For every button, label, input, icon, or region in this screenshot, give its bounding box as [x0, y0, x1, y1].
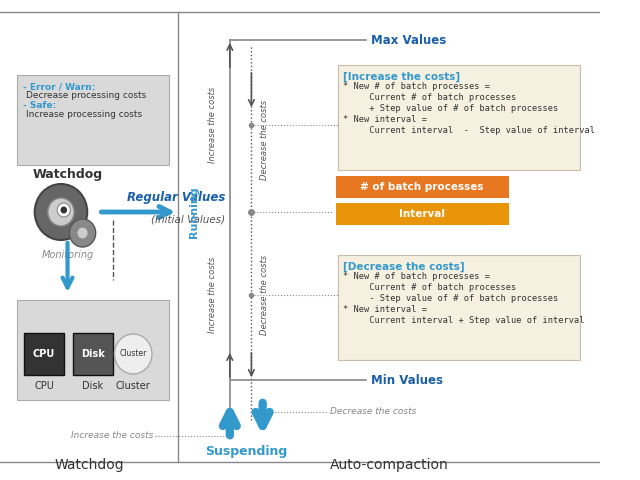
Text: Watchdog: Watchdog	[33, 168, 102, 181]
Text: Disk: Disk	[83, 381, 104, 391]
Text: - Safe:: - Safe:	[22, 101, 56, 110]
Text: (Initial Values): (Initial Values)	[151, 214, 225, 224]
Bar	[336, 203, 509, 225]
Text: Current interval + Step value of interval: Current interval + Step value of interva…	[343, 316, 585, 325]
Text: Suspending: Suspending	[205, 445, 287, 458]
Text: Increase the costs: Increase the costs	[209, 257, 218, 333]
Text: Max Values: Max Values	[371, 34, 446, 47]
Text: CPU: CPU	[34, 381, 54, 391]
Circle shape	[77, 227, 88, 239]
Text: CPU: CPU	[33, 349, 55, 359]
Text: # of batch processes: # of batch processes	[360, 182, 484, 192]
Text: Auto-compaction: Auto-compaction	[330, 458, 449, 472]
Text: Regular Values: Regular Values	[127, 191, 225, 204]
Text: * New interval =: * New interval =	[343, 115, 428, 124]
Bar	[17, 300, 169, 400]
Text: * New # of batch processes =: * New # of batch processes =	[343, 82, 490, 91]
Text: [Decrease the costs]: [Decrease the costs]	[343, 262, 465, 272]
Text: Cluster: Cluster	[116, 381, 150, 391]
Text: Current # of batch processes: Current # of batch processes	[343, 283, 516, 292]
Text: + Step value of # of batch processes: + Step value of # of batch processes	[343, 104, 559, 113]
Text: Interval: Interval	[399, 209, 445, 219]
Circle shape	[69, 219, 96, 247]
Bar	[338, 255, 580, 360]
Bar	[24, 333, 64, 375]
Circle shape	[115, 334, 152, 374]
Text: [Increase the costs]: [Increase the costs]	[343, 72, 460, 82]
Circle shape	[61, 206, 67, 214]
Bar	[338, 65, 580, 170]
Text: Increase the costs: Increase the costs	[209, 87, 218, 163]
Text: Decrease the costs: Decrease the costs	[260, 255, 269, 335]
Text: Current # of batch processes: Current # of batch processes	[343, 93, 516, 102]
Bar	[17, 75, 169, 165]
Bar	[73, 333, 113, 375]
Circle shape	[35, 184, 87, 240]
Text: Watchdog: Watchdog	[54, 458, 124, 472]
Text: * New # of batch processes =: * New # of batch processes =	[343, 272, 490, 281]
Text: Min Values: Min Values	[371, 373, 442, 386]
Text: Disk: Disk	[81, 349, 105, 359]
Text: - Error / Warn:: - Error / Warn:	[22, 82, 95, 91]
Text: Monitoring: Monitoring	[42, 250, 93, 260]
Text: Current interval  -  Step value of interval: Current interval - Step value of interva…	[343, 126, 595, 135]
Text: - Step value of # of batch processes: - Step value of # of batch processes	[343, 294, 559, 303]
Circle shape	[48, 198, 74, 226]
Text: Increase the costs: Increase the costs	[70, 432, 153, 441]
Circle shape	[57, 203, 70, 217]
Text: Cluster: Cluster	[120, 349, 147, 359]
Text: Increase processing costs: Increase processing costs	[26, 110, 142, 119]
Bar	[336, 176, 509, 198]
Text: Decrease processing costs: Decrease processing costs	[26, 91, 147, 100]
Text: Running: Running	[189, 186, 199, 238]
Text: Decrease the costs: Decrease the costs	[260, 100, 269, 180]
Text: * New interval =: * New interval =	[343, 305, 428, 314]
Text: Decrease the costs: Decrease the costs	[330, 408, 417, 417]
